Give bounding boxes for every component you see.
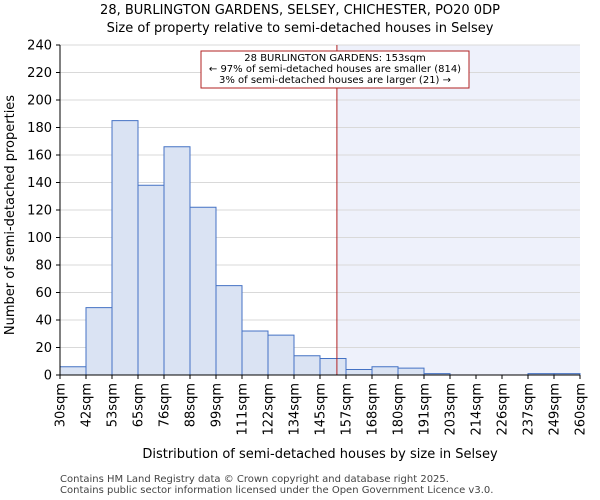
y-tick-label: 200 [27,94,52,109]
x-tick-label: 249sqm [548,383,563,436]
x-tick-label: 42sqm [80,383,95,427]
x-tick-label: 65sqm [132,383,147,427]
annotation-box: 28 BURLINGTON GARDENS: 153sqm ← 97% of s… [200,50,470,89]
y-tick-label: 60 [35,286,52,301]
bar [293,355,321,376]
x-axis-ticks: 30sqm 42sqm 53sqm 65sqm 76sqm 88sqm 99sqm 111sq… [54,375,589,436]
x-tick-label: 88sqm [184,383,199,427]
x-tick-label: 226sqm [496,383,511,436]
annotation-line-1: 28 BURLINGTON GARDENS: 153sqm [244,53,425,64]
annotation-line-3: 3% of semi-detached houses are larger (2… [219,75,451,86]
x-tick-label: 214sqm [470,383,485,436]
x-tick-label: 157sqm [340,383,355,436]
y-tick-label: 100 [27,231,52,246]
bar [85,307,113,376]
y-tick-label: 0 [44,369,52,384]
y-tick-label: 220 [27,66,52,81]
footer-line-2: Contains public sector information licen… [60,485,493,496]
x-tick-label: 180sqm [392,383,407,436]
x-tick-label: 30sqm [54,383,69,427]
y-tick-label: 240 [27,39,52,54]
annotation-line-2: ← 97% of semi-detached houses are smalle… [209,64,461,75]
x-tick-label: 168sqm [366,383,381,436]
annotation-frame [200,50,470,89]
bar [59,366,87,376]
bar [111,120,139,376]
x-tick-label: 53sqm [106,383,121,427]
bar [345,369,373,376]
y-axis-ticks: 0 20 40 60 80 100 120 140 160 180 200 220 240 [27,39,60,384]
x-tick-label: 134sqm [288,383,303,436]
bar [137,184,165,376]
y-tick-label: 160 [27,149,52,164]
footer-line-1: Contains HM Land Registry data © Crown c… [60,474,449,485]
bar [371,366,399,376]
y-tick-label: 20 [35,341,52,356]
y-tick-label: 80 [35,259,52,274]
bar [319,358,347,376]
y-axis-title: Number of semi-detached properties [3,95,18,335]
bar [267,334,295,376]
x-tick-label: 260sqm [574,383,589,436]
bar [397,367,425,376]
y-tick-label: 180 [27,121,52,136]
x-tick-label: 111sqm [236,383,251,436]
x-tick-label: 145sqm [314,383,329,436]
chart-title-line-1: 28, BURLINGTON GARDENS, SELSEY, CHICHEST… [100,3,500,18]
bar [215,285,243,376]
x-tick-label: 191sqm [418,383,433,436]
y-tick-label: 140 [27,176,52,191]
bar [189,206,217,376]
chart-title-line-2: Size of property relative to semi-detach… [107,21,494,36]
bar [163,146,191,376]
x-tick-label: 122sqm [262,383,277,436]
bar [241,330,269,376]
bars [59,120,581,376]
x-axis-title: Distribution of semi-detached houses by … [142,447,498,462]
x-tick-label: 203sqm [444,383,459,436]
x-tick-label: 99sqm [210,383,225,427]
y-tick-label: 120 [27,204,52,219]
x-tick-label: 237sqm [522,383,537,436]
y-tick-label: 40 [35,314,52,329]
x-tick-label: 76sqm [158,383,173,427]
